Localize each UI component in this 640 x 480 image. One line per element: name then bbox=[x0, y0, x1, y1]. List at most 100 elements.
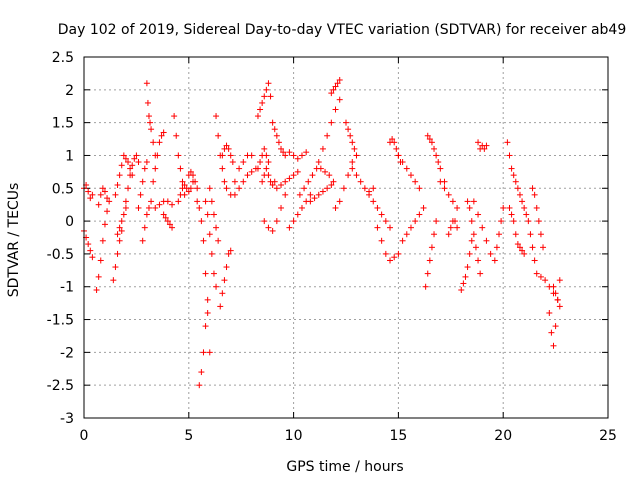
data-point bbox=[261, 218, 268, 225]
data-point bbox=[169, 201, 176, 208]
data-point bbox=[217, 303, 224, 310]
data-point bbox=[219, 290, 226, 297]
data-point bbox=[552, 323, 559, 330]
data-point bbox=[496, 231, 503, 238]
data-point bbox=[141, 224, 148, 231]
data-point bbox=[267, 93, 274, 100]
data-point bbox=[479, 224, 486, 231]
data-point bbox=[374, 224, 381, 231]
data-point bbox=[145, 204, 152, 211]
data-point bbox=[114, 250, 121, 257]
data-point bbox=[508, 165, 515, 172]
data-point bbox=[139, 237, 146, 244]
data-point bbox=[475, 211, 482, 218]
data-point bbox=[129, 162, 136, 169]
data-point bbox=[537, 273, 544, 280]
data-point bbox=[472, 244, 479, 251]
data-point bbox=[179, 178, 186, 185]
data-point bbox=[118, 227, 125, 234]
data-point bbox=[433, 152, 440, 159]
data-point bbox=[533, 204, 540, 211]
data-point bbox=[475, 139, 482, 146]
data-point bbox=[282, 178, 289, 185]
data-point bbox=[460, 280, 467, 287]
data-point bbox=[447, 224, 454, 231]
data-point bbox=[428, 244, 435, 251]
data-point bbox=[286, 175, 293, 182]
data-point bbox=[263, 152, 270, 159]
data-point bbox=[162, 214, 169, 221]
data-point bbox=[143, 159, 150, 166]
data-point bbox=[99, 185, 106, 192]
y-tick-label: -2 bbox=[60, 345, 74, 361]
data-point bbox=[269, 227, 276, 234]
data-point bbox=[395, 152, 402, 159]
data-point bbox=[351, 145, 358, 152]
x-tick-label: 10 bbox=[285, 428, 303, 444]
data-point bbox=[330, 86, 337, 93]
y-tick-label: 2 bbox=[65, 83, 74, 99]
data-point bbox=[462, 273, 469, 280]
data-point bbox=[399, 159, 406, 166]
data-point bbox=[158, 132, 165, 139]
data-point bbox=[466, 204, 473, 211]
data-point bbox=[487, 250, 494, 257]
data-point bbox=[340, 185, 347, 192]
data-point bbox=[470, 231, 477, 238]
data-point bbox=[171, 113, 178, 120]
data-point bbox=[361, 185, 368, 192]
data-point bbox=[370, 185, 377, 192]
data-point bbox=[349, 159, 356, 166]
data-point bbox=[336, 198, 343, 205]
data-point bbox=[556, 277, 563, 284]
data-point bbox=[290, 218, 297, 225]
data-point bbox=[556, 303, 563, 310]
data-point bbox=[154, 152, 161, 159]
data-point bbox=[366, 191, 373, 198]
data-point bbox=[150, 178, 157, 185]
data-point bbox=[231, 178, 238, 185]
axis-ticks: 0 5 10 15 20 25 -3 -2.5 -2 -1.5 -1 -0.5 0 0.5 1 1.5 2 2.5 bbox=[47, 50, 617, 444]
data-point bbox=[263, 86, 270, 93]
data-point bbox=[500, 204, 507, 211]
data-point bbox=[144, 99, 151, 106]
data-point bbox=[271, 178, 278, 185]
data-point bbox=[265, 80, 272, 87]
data-point bbox=[454, 204, 461, 211]
data-point bbox=[315, 159, 322, 166]
data-point bbox=[185, 188, 192, 195]
data-point bbox=[164, 218, 171, 225]
data-point bbox=[280, 149, 287, 156]
data-point bbox=[273, 218, 280, 225]
data-point bbox=[546, 309, 553, 316]
data-point bbox=[540, 244, 547, 251]
data-point bbox=[296, 191, 303, 198]
y-tick-label: 0.5 bbox=[52, 181, 74, 197]
data-point bbox=[550, 283, 557, 290]
data-point bbox=[343, 119, 349, 126]
data-point bbox=[89, 191, 96, 198]
data-point bbox=[319, 188, 326, 195]
data-point bbox=[257, 159, 264, 166]
data-point bbox=[294, 168, 301, 175]
data-point bbox=[204, 309, 211, 316]
data-point bbox=[116, 237, 123, 244]
data-point bbox=[225, 145, 232, 152]
chart-title: Day 102 of 2019, Sidereal Day-to-day VTE… bbox=[58, 22, 627, 38]
data-point bbox=[387, 224, 394, 231]
data-point bbox=[326, 172, 333, 179]
data-point bbox=[416, 211, 423, 218]
data-point bbox=[550, 342, 557, 349]
data-point bbox=[227, 247, 234, 254]
data-point bbox=[307, 191, 314, 198]
x-tick-label: 15 bbox=[389, 428, 407, 444]
data-point bbox=[357, 178, 364, 185]
data-point bbox=[265, 172, 272, 179]
data-point bbox=[265, 159, 272, 166]
data-point bbox=[531, 257, 538, 264]
data-point bbox=[298, 204, 305, 211]
data-point bbox=[483, 237, 490, 244]
data-point bbox=[328, 90, 335, 97]
data-point bbox=[257, 106, 264, 113]
data-point bbox=[223, 142, 230, 149]
